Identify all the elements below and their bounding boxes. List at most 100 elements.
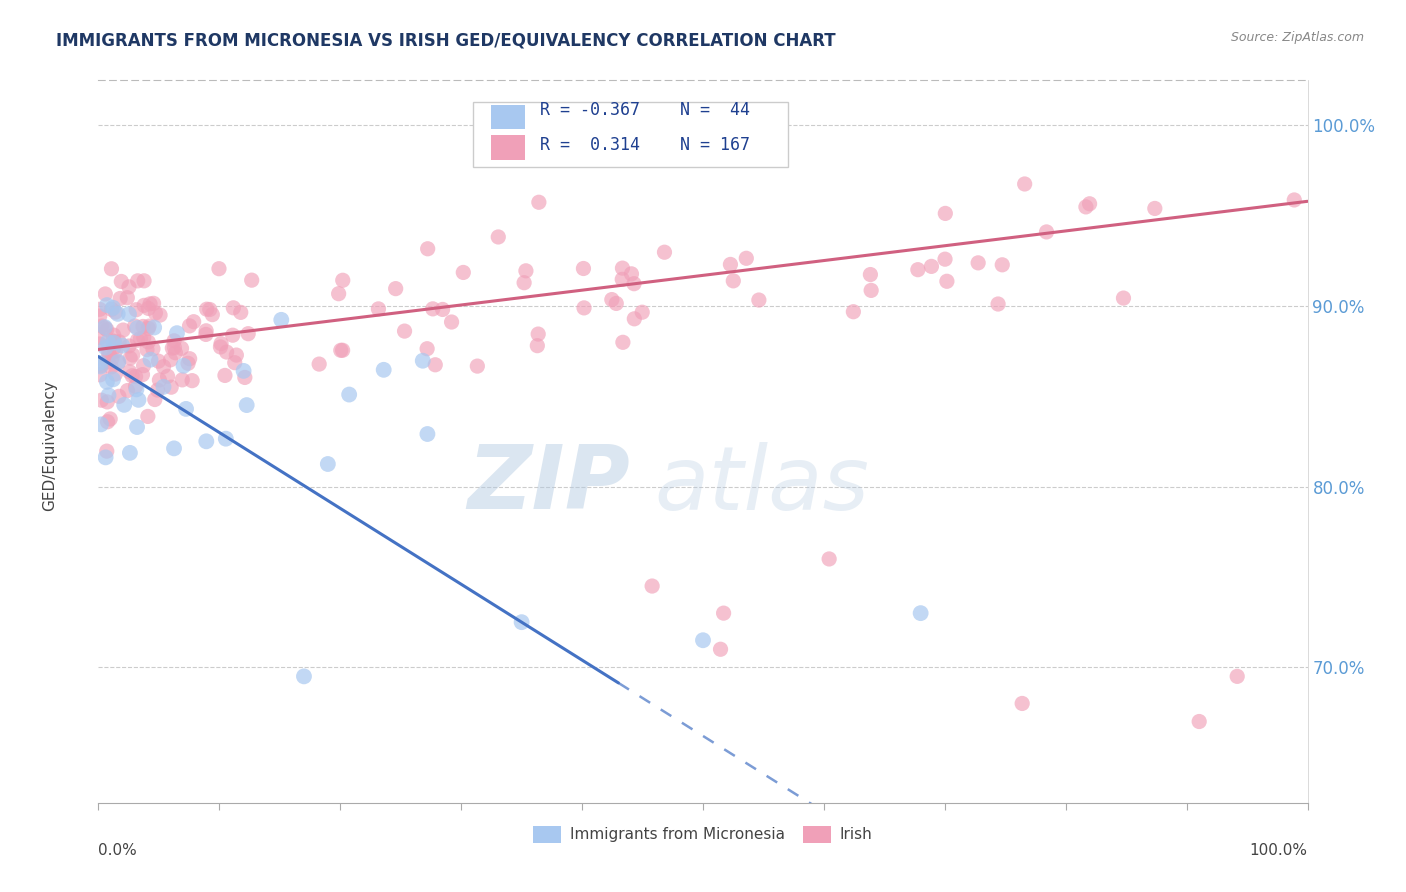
Point — [138, 319, 160, 334]
Point — [572, 301, 595, 315]
Point — [100, 302, 122, 317]
Point — [713, 606, 735, 620]
Point — [818, 552, 841, 566]
Point — [920, 260, 942, 274]
Point — [100, 359, 122, 374]
Point — [89, 368, 111, 382]
Point — [96, 415, 118, 429]
Point — [89, 359, 111, 374]
Legend: Immigrants from Micronesia, Irish: Immigrants from Micronesia, Irish — [527, 820, 879, 849]
Point — [328, 286, 350, 301]
Point — [209, 340, 232, 354]
Point — [1014, 177, 1036, 191]
Point — [103, 335, 125, 350]
Point — [90, 393, 112, 408]
Point — [132, 330, 155, 344]
Point — [623, 277, 645, 291]
Point — [117, 384, 139, 398]
Point — [145, 306, 167, 320]
Point — [132, 274, 155, 288]
Point — [96, 444, 118, 458]
Point — [132, 359, 155, 373]
Point — [104, 367, 127, 381]
Point — [163, 334, 186, 348]
Point — [515, 264, 537, 278]
Point — [1112, 291, 1135, 305]
Point — [1011, 697, 1033, 711]
Point — [735, 252, 758, 266]
Point — [1074, 200, 1097, 214]
Point — [232, 364, 254, 378]
Point — [467, 359, 489, 373]
Point — [195, 302, 218, 317]
Point — [177, 356, 200, 370]
Point — [98, 412, 121, 426]
Point — [97, 346, 120, 360]
Point — [101, 372, 124, 386]
Point — [103, 341, 125, 355]
Point — [127, 321, 149, 335]
Point — [127, 333, 149, 347]
Point — [127, 392, 149, 407]
Point — [641, 579, 664, 593]
Point — [103, 334, 125, 349]
Point — [100, 261, 122, 276]
Text: R =  0.314    N = 167: R = 0.314 N = 167 — [540, 136, 749, 154]
Point — [166, 326, 188, 340]
Point — [179, 318, 201, 333]
Point — [152, 359, 174, 374]
Point — [367, 301, 389, 316]
Point — [111, 338, 134, 352]
Point — [233, 370, 256, 384]
Point — [526, 339, 548, 353]
Point — [118, 307, 141, 321]
Point — [96, 323, 118, 337]
FancyBboxPatch shape — [492, 105, 526, 129]
Point — [332, 343, 354, 358]
Point — [198, 302, 221, 317]
Point — [163, 341, 186, 355]
Point — [910, 606, 932, 620]
Point — [139, 352, 162, 367]
FancyBboxPatch shape — [492, 136, 526, 160]
Point — [623, 311, 645, 326]
Point — [527, 195, 550, 210]
Point — [720, 257, 742, 271]
Point — [136, 321, 159, 335]
Point — [142, 296, 165, 310]
Point — [842, 304, 865, 318]
Point — [143, 320, 166, 334]
Point — [98, 348, 121, 362]
Point — [394, 324, 416, 338]
Text: 100.0%: 100.0% — [1250, 843, 1308, 857]
Point — [181, 374, 204, 388]
Point — [94, 287, 117, 301]
Point — [748, 293, 770, 307]
Point — [131, 368, 153, 382]
Point — [631, 305, 654, 319]
Point — [222, 328, 245, 343]
Point — [90, 417, 112, 432]
Point — [118, 339, 141, 353]
Point — [90, 359, 112, 373]
Point — [425, 358, 447, 372]
Point — [138, 301, 160, 316]
Point — [605, 296, 627, 310]
Point — [101, 301, 124, 315]
Point — [1284, 193, 1306, 207]
Point — [127, 274, 149, 288]
Point — [110, 275, 132, 289]
Point — [440, 315, 463, 329]
Point — [124, 318, 146, 333]
Point — [108, 389, 131, 403]
Point — [179, 351, 201, 366]
Point — [416, 427, 439, 442]
Point — [94, 320, 117, 334]
Point — [165, 345, 187, 359]
Point — [337, 387, 360, 401]
Point — [709, 642, 731, 657]
Point — [149, 308, 172, 322]
Point — [143, 392, 166, 407]
Point — [101, 351, 124, 366]
Point — [97, 388, 120, 402]
